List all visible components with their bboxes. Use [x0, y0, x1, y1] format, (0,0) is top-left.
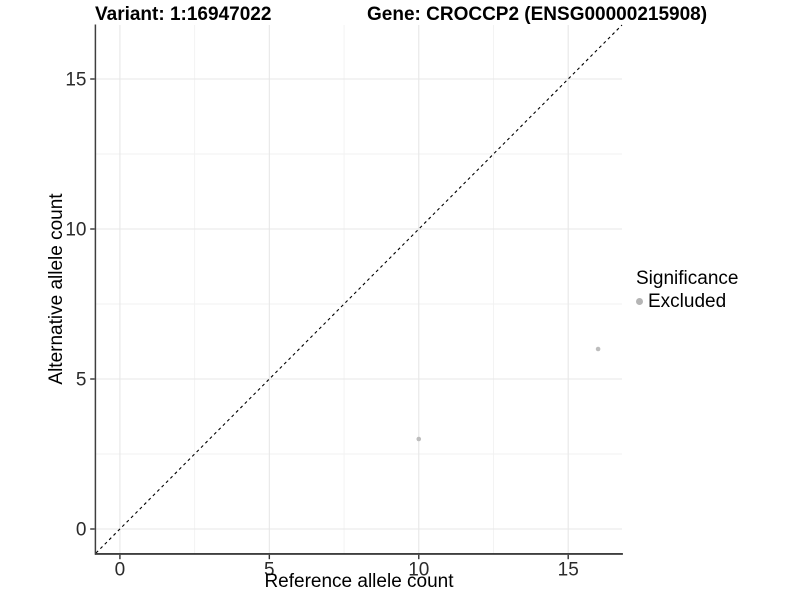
legend: Significance Excluded [636, 268, 738, 312]
y-tick-label: 15 [65, 70, 86, 91]
legend-title: Significance [636, 268, 739, 289]
x-tick-label: 0 [115, 560, 126, 581]
data-point [416, 436, 422, 442]
plot-title-gene: Gene: CROCCP2 (ENSG00000215908) [367, 4, 708, 25]
y-tick-label: 10 [65, 220, 86, 241]
y-axis-title: Alternative allele count [46, 193, 67, 385]
legend-item-excluded: Excluded [636, 291, 738, 312]
data-point [595, 346, 601, 352]
x-tick-label: 10 [408, 560, 429, 581]
legend-item-label: Excluded [648, 291, 727, 312]
x-axis-title: Reference allele count [264, 571, 454, 592]
x-tick-label: 5 [264, 560, 275, 581]
y-tick-label: 5 [76, 370, 87, 391]
identity-reference-line [95, 24, 623, 554]
y-tick-label: 0 [76, 520, 87, 541]
legend-key-dot-icon [636, 298, 643, 305]
plot-title-variant: Variant: 1:16947022 [95, 4, 272, 25]
x-tick-label: 15 [558, 560, 579, 581]
